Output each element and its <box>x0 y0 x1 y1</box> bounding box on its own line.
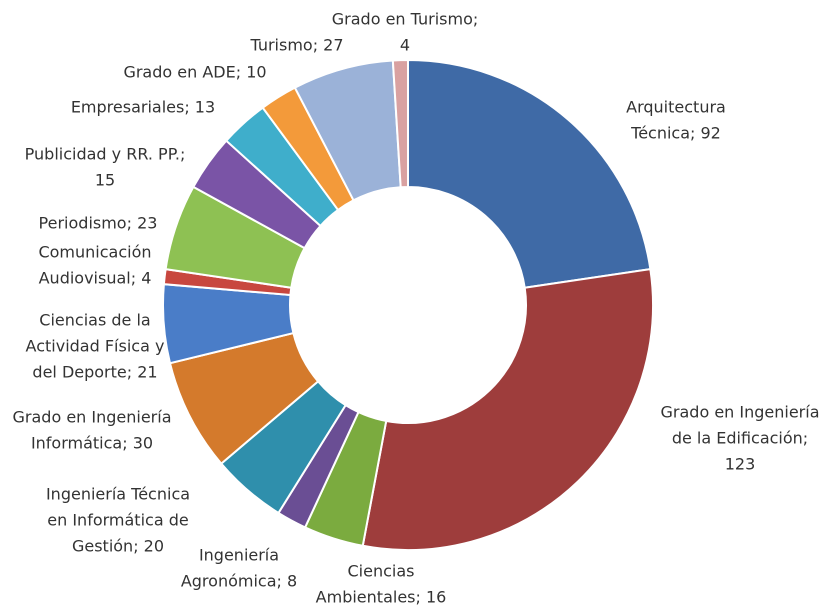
data-label: Grado en ADE; 10 <box>123 63 266 82</box>
data-label-line: en Informática de <box>47 511 188 530</box>
data-label: Grado en Turismo; 4 <box>332 10 479 55</box>
data-label: Ciencias Ambientales; 16 <box>316 562 447 606</box>
data-label: Empresariales; 13 <box>71 98 215 117</box>
data-label-line: Técnica; 92 <box>630 124 721 143</box>
data-label: Grado en Ingeniería de la Edificación; 123 <box>661 403 820 474</box>
data-label-line: del Deporte; 21 <box>32 363 157 382</box>
data-label: Turismo; 27 <box>249 36 343 55</box>
data-label-line: Comunicación <box>38 243 151 262</box>
data-label: Ingeniería Técnica en Informática de Gesti… <box>46 485 190 556</box>
data-label-line: Actividad Física y <box>26 337 165 356</box>
data-label-line: Ingeniería Técnica <box>46 485 190 504</box>
data-label-line: Grado en Turismo; <box>332 10 479 29</box>
data-label-line: Gestión; 20 <box>72 537 164 556</box>
data-label-line: Arquitectura <box>626 98 726 117</box>
data-label: Arquitectura Técnica; 92 <box>626 98 726 143</box>
donut-slice <box>391 58 409 189</box>
data-label: Publicidad y RR. PP.; 15 <box>25 145 186 190</box>
data-label-line: 123 <box>725 455 756 474</box>
donut-slice <box>407 58 652 289</box>
data-label: Grado en Ingeniería Informática; 30 <box>13 408 172 453</box>
data-label-line: Grado en ADE; 10 <box>123 63 266 82</box>
data-label: Ingeniería Agronómica; 8 <box>181 546 297 591</box>
data-label-line: de la Edificación; <box>672 429 808 448</box>
data-label-line: Periodismo; 23 <box>39 214 158 233</box>
data-label-line: Ciencias de la <box>39 311 150 330</box>
data-label-line: Publicidad y RR. PP.; <box>25 145 186 164</box>
data-label: Ciencias de la Actividad Física y del Depo… <box>26 311 165 382</box>
data-label-line: Grado en Ingeniería <box>13 408 172 427</box>
data-label-line: Ambientales; 16 <box>316 588 447 606</box>
data-label-line: Ciencias <box>348 562 415 581</box>
data-label: Periodismo; 23 <box>39 214 158 233</box>
data-label-line: Turismo; 27 <box>249 36 343 55</box>
data-label-line: Audiovisual; 4 <box>39 269 152 288</box>
data-label-line: 4 <box>400 36 410 55</box>
donut-slice <box>361 267 654 551</box>
data-label-line: Ingeniería <box>199 546 279 565</box>
data-label: Comunicación Audiovisual; 4 <box>38 243 151 288</box>
data-label-line: Grado en Ingeniería <box>661 403 820 422</box>
data-label-line: Agronómica; 8 <box>181 572 297 591</box>
data-label-line: Empresariales; 13 <box>71 98 215 117</box>
data-label-line: Informática; 30 <box>31 434 153 453</box>
data-label-line: 15 <box>95 171 115 190</box>
